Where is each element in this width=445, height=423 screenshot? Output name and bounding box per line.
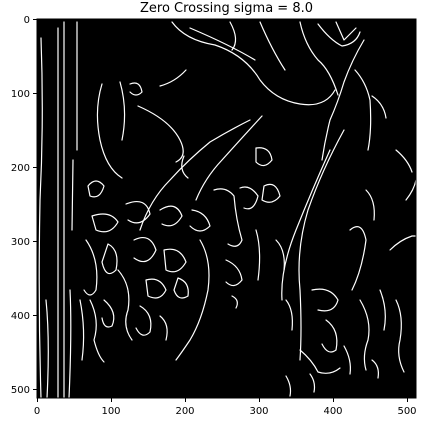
edge-contour	[129, 82, 143, 96]
edge-contour	[139, 119, 251, 231]
x-tick-label: 400	[323, 406, 342, 417]
edge-contour	[145, 278, 167, 299]
edge-contour	[83, 239, 98, 296]
y-tick-label: 500	[11, 385, 30, 396]
edge-contour	[275, 239, 285, 271]
edge-contour	[335, 21, 357, 41]
edge-contour	[213, 188, 243, 247]
edge-contour	[379, 289, 386, 331]
edge-contour	[189, 209, 211, 232]
edge-contour	[117, 269, 133, 341]
edge-contour	[163, 248, 187, 273]
edge-contour	[159, 205, 183, 227]
edge-contour	[91, 213, 119, 233]
edge-contour	[343, 345, 351, 375]
edge-contour	[311, 288, 339, 312]
edge-contour	[349, 226, 367, 291]
edge-contour	[159, 315, 168, 341]
edge-contour	[137, 105, 184, 163]
x-tick-labels: 0 100 200 300 400 500	[34, 406, 417, 417]
edge-contour	[101, 243, 118, 275]
x-tick-label: 100	[101, 406, 120, 417]
y-tick-label: 200	[11, 163, 30, 174]
edge-contour	[173, 277, 189, 299]
edge-contour	[389, 235, 417, 251]
y-tick-label: 400	[11, 311, 30, 322]
edge-contour	[395, 299, 405, 373]
y-tick-labels: 0 100 200 300 400 500	[11, 15, 30, 396]
edge-contour	[231, 295, 238, 309]
x-tick-label: 200	[175, 406, 194, 417]
edge-contours	[38, 21, 417, 399]
edge-image-background	[37, 19, 416, 398]
edge-contour	[309, 373, 316, 393]
edge-contour	[71, 159, 74, 231]
edge-contour	[259, 21, 286, 71]
edge-contour	[281, 149, 331, 301]
edge-contour	[285, 375, 292, 397]
edge-contour	[239, 186, 259, 210]
edge-contour	[395, 149, 413, 173]
edge-contour	[321, 39, 365, 161]
x-tick-label: 300	[249, 406, 268, 417]
edge-contour	[321, 319, 338, 353]
edge-contour	[87, 180, 105, 198]
edge-contour	[285, 299, 293, 331]
edge-contour	[195, 115, 263, 201]
x-tick-label: 0	[34, 406, 40, 417]
edge-contour	[317, 23, 361, 47]
edge-contour	[79, 299, 85, 361]
edge-contour	[299, 349, 341, 374]
y-axis	[33, 19, 37, 390]
x-tick-label: 500	[397, 406, 416, 417]
edge-contour	[371, 359, 379, 379]
edge-contour	[181, 155, 189, 179]
edge-contour	[159, 69, 187, 87]
edge-contour	[371, 95, 387, 119]
edge-contour	[365, 189, 375, 221]
edge-contour	[125, 201, 151, 224]
edge-contour	[45, 299, 49, 399]
y-tick-label: 300	[11, 237, 30, 248]
edge-contour	[255, 147, 273, 167]
edge-contour	[354, 69, 372, 151]
edge-contour	[119, 81, 126, 141]
axes-frame	[36, 18, 417, 399]
edge-contour	[38, 37, 43, 399]
edge-contour	[89, 299, 105, 363]
edge-contour	[299, 21, 339, 96]
x-axis	[37, 398, 408, 402]
edge-contour	[171, 21, 336, 106]
edge-contour	[298, 129, 345, 361]
edge-contour	[229, 21, 237, 51]
edge-contour	[96, 83, 123, 179]
y-tick-label: 100	[11, 89, 30, 100]
edge-contour	[68, 289, 72, 399]
edge-contour	[225, 259, 243, 287]
figure-title: Zero Crossing sigma = 8.0	[139, 1, 314, 16]
y-tick-label: 0	[24, 15, 30, 26]
edge-contour	[133, 237, 157, 263]
edge-contour	[359, 299, 370, 371]
edge-contour	[261, 183, 281, 203]
edge-contour	[189, 27, 256, 61]
edge-contour	[175, 239, 210, 361]
edge-contour	[255, 229, 261, 281]
edge-contour	[135, 305, 152, 336]
edge-contour	[101, 299, 115, 328]
